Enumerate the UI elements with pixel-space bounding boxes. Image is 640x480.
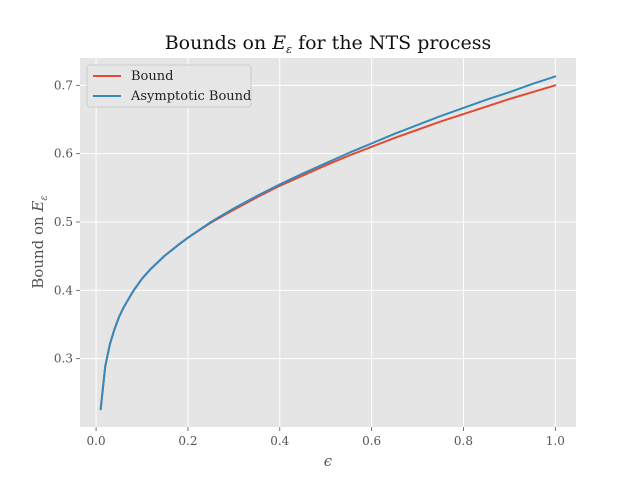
y-tick-label: 0.7: [54, 78, 73, 92]
x-tick-label: 0.6: [362, 434, 381, 448]
series-lines: [99, 75, 557, 411]
legend-box: [86, 64, 252, 108]
y-axis-ticks: 0.3 0.4 0.5 0.6 0.7: [54, 78, 80, 366]
chart-title: Bounds on Eε for the NTS process: [165, 32, 492, 56]
x-axis-ticks: 0.0 0.2 0.4 0.6 0.8 1.0: [87, 427, 565, 448]
x-tick-label: 0.4: [270, 434, 289, 448]
y-tick-label: 0.3: [54, 352, 73, 366]
y-axis-label: Bound on Eε: [29, 195, 50, 289]
plot-area: [80, 58, 576, 427]
legend-label-bound: Bound: [131, 69, 173, 84]
grid: [80, 58, 576, 427]
y-tick-label: 0.5: [54, 215, 73, 229]
chart-title-subscript: ε: [286, 43, 292, 56]
series-line-asymptotic-bound: [99, 75, 557, 411]
x-tick-label: 0.8: [454, 434, 473, 448]
x-axis-label: ϵ: [324, 452, 333, 470]
chart-title-prefix: Bounds on: [165, 32, 273, 54]
x-tick-label: 1.0: [546, 434, 565, 448]
y-tick-label: 0.4: [54, 283, 73, 297]
y-axis-label-prefix: Bound on: [29, 212, 47, 289]
y-axis-label-variable: E: [29, 201, 47, 213]
y-axis-label-subscript: ε: [39, 195, 50, 200]
chart-title-variable: E: [271, 32, 286, 54]
chart-title-suffix: for the NTS process: [292, 32, 491, 54]
x-tick-label: 0.2: [178, 434, 197, 448]
y-tick-label: 0.6: [54, 147, 73, 161]
x-tick-label: 0.0: [87, 434, 106, 448]
legend-label-asymptotic-bound: Asymptotic Bound: [130, 89, 251, 104]
legend: Bound Asymptotic Bound: [86, 64, 252, 108]
